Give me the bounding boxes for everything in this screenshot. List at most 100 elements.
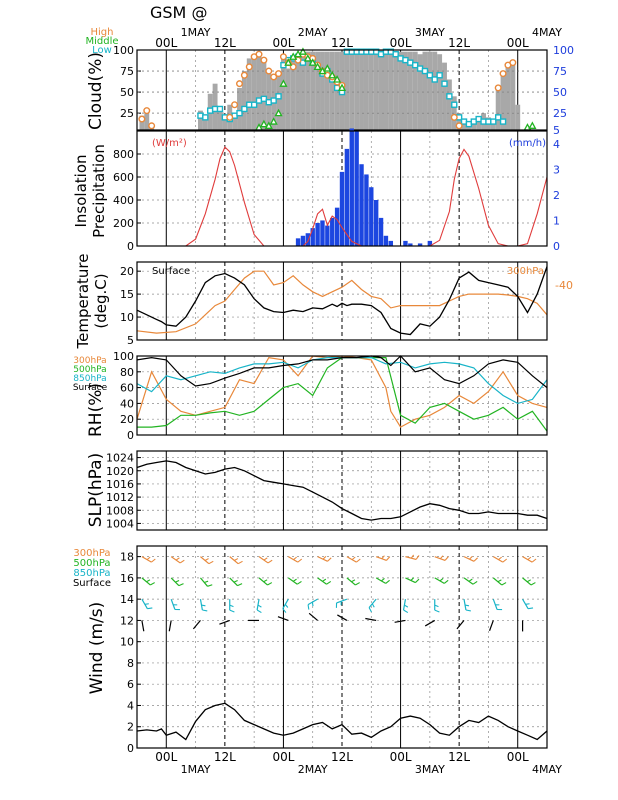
high-cloud-marker — [275, 70, 283, 78]
legend-high: High — [91, 27, 114, 38]
top-hour-label: 12L — [214, 36, 236, 50]
low-cloud-marker — [421, 67, 429, 75]
wind-barb-300hpa — [405, 556, 417, 561]
top-date-label: 3MAY — [415, 26, 445, 39]
cloud-total-bar — [476, 119, 482, 130]
temperature-tick-label: 20 — [120, 265, 134, 278]
wind-barb-500hpa — [346, 577, 356, 586]
precip-bar — [300, 235, 306, 246]
temperature-tick-label: 15 — [120, 288, 134, 301]
cloud-frame — [136, 49, 548, 131]
wind-barb-flag-300hpa — [351, 556, 356, 561]
high-cloud-marker — [450, 113, 458, 121]
wind-barb-surface — [168, 620, 172, 632]
wind-barb-300hpa — [522, 556, 533, 563]
wind-barb-flag-850hpa — [434, 604, 439, 608]
cloud-total-bar — [144, 110, 150, 130]
cloud-tick-label: 100 — [113, 44, 134, 57]
wind-barb-500hpa — [170, 577, 180, 587]
legend-low: Low — [92, 45, 112, 56]
rh-tick-label: 100 — [113, 350, 134, 363]
high-cloud-marker — [494, 84, 502, 92]
wind-barb-flag-300hpa — [444, 556, 449, 561]
high-cloud-marker — [265, 67, 273, 75]
wind-barb-flag-850hpa — [147, 607, 153, 610]
top-date-label: 4MAY — [532, 26, 562, 39]
low-cloud-marker — [499, 118, 507, 125]
wind-barb-flag-300hpa — [327, 557, 332, 562]
slp-line — [136, 460, 548, 521]
wind-barb-flag-500hpa — [204, 580, 209, 584]
wind-tick-label: 0 — [127, 742, 134, 755]
cloud-total-bar — [315, 51, 321, 130]
wind-barb-850hpa — [368, 598, 377, 608]
wind-barb-300hpa — [200, 556, 210, 565]
middle-cloud-marker — [284, 58, 293, 66]
wind-barb-300hpa — [288, 556, 299, 563]
temperature-tick-label: 5 — [127, 334, 134, 347]
top-hour-label: 12L — [448, 36, 470, 50]
wind-barb-flag-850hpa — [201, 604, 206, 607]
wind-barb-300hpa — [258, 556, 269, 564]
rh-tick-label: 20 — [120, 413, 134, 426]
precip-right-tick-label: 3 — [553, 163, 560, 176]
top-date-label: 1MAY — [181, 26, 211, 39]
precip-unit-label: (mm/h) — [509, 138, 546, 149]
wind-barb-300hpa — [229, 556, 239, 565]
chart-panels: 2550751005255075100Cloud(%)HighMiddleLow… — [72, 27, 574, 755]
top-hour-label: 00L — [390, 36, 412, 50]
wind-barb-850hpa — [282, 598, 289, 609]
surface-wind-speed-line — [136, 702, 548, 741]
cloud-total-bar — [198, 110, 203, 130]
cloud-total-bar — [500, 71, 506, 130]
temperature-300hpa-label: 300hPa — [507, 266, 544, 277]
precip-bar — [378, 217, 384, 246]
wind-barb-flag-300hpa — [263, 557, 268, 561]
slp-tick-label: 1004 — [106, 517, 134, 530]
wind-barb-flag-500hpa — [150, 582, 155, 586]
wind-barb-500hpa — [258, 577, 268, 586]
wind-tick-label: 12 — [120, 614, 134, 627]
bottom-date-label: 1MAY — [181, 763, 211, 776]
wind-barb-flag-300hpa — [527, 556, 532, 561]
low-cloud-marker — [392, 51, 399, 58]
temperature-axis-label: Temperature — [74, 253, 92, 349]
wind-barb-flag-850hpa — [465, 609, 471, 612]
precip-bar — [373, 200, 379, 246]
bottom-date-label: 3MAY — [415, 763, 445, 776]
wind-barb-flag-300hpa — [267, 559, 273, 564]
cloud-total-bar — [256, 51, 262, 130]
wind-barb-flag-850hpa — [256, 609, 262, 614]
cloud-total-bar — [320, 51, 325, 130]
wind-barb-flag-500hpa — [497, 579, 502, 583]
middle-cloud-marker — [328, 70, 337, 79]
wind-barb-surface — [192, 620, 201, 630]
cloud-total-bar — [241, 71, 247, 130]
precip-bar — [403, 240, 408, 246]
wind-axis-label: Wind (m/s) — [87, 602, 107, 695]
wind-barb-flag-300hpa — [415, 555, 420, 560]
high-cloud-marker — [455, 122, 463, 130]
wind-barb-flag-300hpa — [175, 557, 180, 561]
rh-legend-300hpa: 300hPa — [73, 356, 106, 366]
cloud-total-bar — [202, 115, 208, 130]
cloud-total-bar — [285, 68, 291, 130]
wind-barb-flag-300hpa — [322, 556, 327, 560]
low-cloud-marker — [216, 105, 224, 113]
low-cloud-marker — [431, 76, 438, 83]
wind-barb-flag-850hpa — [144, 603, 149, 605]
slp-tick-label: 1008 — [106, 504, 134, 517]
bottom-date-label: 4MAY — [532, 763, 562, 776]
high-cloud-marker — [143, 107, 151, 115]
wind-barb-flag-850hpa — [528, 607, 534, 610]
cloud-total-bar — [354, 50, 360, 130]
wind-barb-flag-850hpa — [257, 604, 262, 608]
high-cloud-marker — [509, 59, 517, 67]
cloud-total-bar — [359, 50, 364, 130]
precip-right-tick-label: 4 — [553, 138, 560, 151]
wind-barb-flag-500hpa — [292, 578, 297, 582]
middle-cloud-marker — [528, 121, 537, 129]
bottom-hour-label: 00L — [272, 750, 294, 764]
